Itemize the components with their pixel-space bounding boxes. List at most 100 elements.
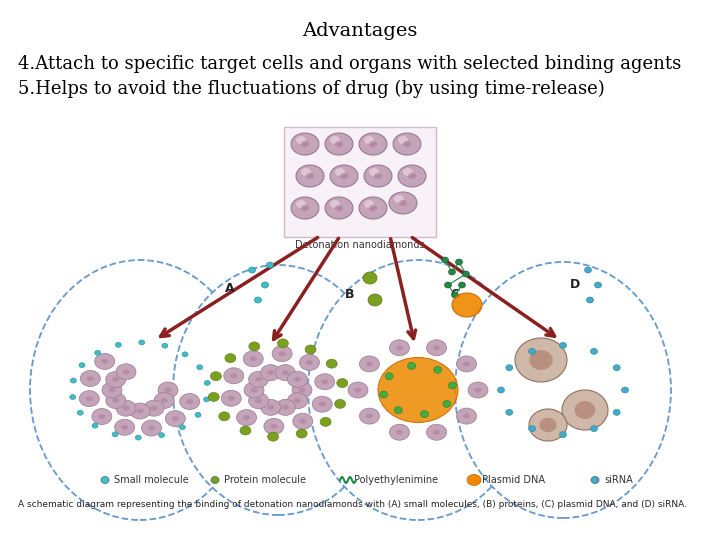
Ellipse shape — [420, 410, 428, 417]
Ellipse shape — [287, 372, 307, 387]
Ellipse shape — [180, 394, 199, 409]
Ellipse shape — [86, 396, 93, 401]
Ellipse shape — [243, 351, 264, 367]
Ellipse shape — [378, 357, 458, 422]
Ellipse shape — [369, 168, 379, 176]
Ellipse shape — [115, 342, 122, 347]
Ellipse shape — [308, 260, 528, 520]
Ellipse shape — [449, 382, 456, 389]
Ellipse shape — [224, 368, 244, 384]
Ellipse shape — [158, 433, 165, 437]
Ellipse shape — [112, 432, 118, 437]
Ellipse shape — [150, 406, 158, 411]
Ellipse shape — [142, 420, 161, 436]
Ellipse shape — [94, 350, 101, 355]
Ellipse shape — [122, 369, 130, 374]
Ellipse shape — [296, 136, 306, 144]
Ellipse shape — [306, 173, 314, 179]
Ellipse shape — [148, 426, 155, 430]
Ellipse shape — [340, 173, 348, 179]
Ellipse shape — [621, 387, 629, 393]
Ellipse shape — [204, 381, 210, 386]
Text: Plasmid DNA: Plasmid DNA — [482, 475, 545, 485]
Ellipse shape — [590, 348, 598, 354]
Text: Protein molecule: Protein molecule — [224, 475, 306, 485]
Ellipse shape — [112, 377, 120, 382]
Ellipse shape — [393, 133, 421, 155]
Ellipse shape — [390, 424, 410, 440]
Ellipse shape — [79, 363, 85, 368]
Ellipse shape — [81, 370, 100, 387]
Ellipse shape — [300, 354, 320, 370]
Ellipse shape — [267, 370, 274, 375]
Ellipse shape — [449, 269, 456, 275]
Ellipse shape — [161, 398, 168, 403]
Ellipse shape — [114, 419, 135, 435]
Ellipse shape — [539, 418, 557, 432]
Ellipse shape — [474, 388, 482, 393]
Ellipse shape — [243, 415, 250, 420]
Ellipse shape — [106, 393, 126, 408]
Ellipse shape — [321, 379, 328, 384]
Ellipse shape — [271, 424, 277, 429]
Ellipse shape — [363, 272, 377, 284]
Text: D: D — [570, 279, 580, 292]
Ellipse shape — [312, 396, 332, 412]
Ellipse shape — [102, 382, 122, 398]
Ellipse shape — [267, 405, 274, 410]
Ellipse shape — [268, 432, 279, 441]
Ellipse shape — [92, 408, 112, 424]
Ellipse shape — [559, 342, 567, 348]
Ellipse shape — [529, 409, 567, 441]
Ellipse shape — [250, 356, 257, 361]
Ellipse shape — [528, 426, 536, 431]
Ellipse shape — [272, 346, 292, 362]
Ellipse shape — [296, 200, 306, 208]
Text: A schematic diagram representing the binding of detonation nanodiamonds with (A): A schematic diagram representing the bin… — [18, 500, 687, 509]
Ellipse shape — [240, 426, 251, 435]
Ellipse shape — [369, 141, 377, 147]
Ellipse shape — [116, 400, 136, 416]
Ellipse shape — [433, 430, 440, 435]
Ellipse shape — [266, 262, 274, 268]
Ellipse shape — [390, 340, 410, 356]
Text: B: B — [346, 288, 355, 301]
Ellipse shape — [254, 297, 261, 303]
Ellipse shape — [498, 387, 505, 393]
Ellipse shape — [296, 429, 307, 438]
Ellipse shape — [374, 173, 382, 179]
Ellipse shape — [335, 400, 346, 408]
Ellipse shape — [506, 409, 513, 415]
Ellipse shape — [301, 141, 309, 147]
Ellipse shape — [348, 382, 368, 398]
Ellipse shape — [99, 414, 105, 419]
Ellipse shape — [186, 399, 193, 404]
Ellipse shape — [369, 205, 377, 211]
Ellipse shape — [426, 424, 446, 440]
Ellipse shape — [277, 339, 289, 348]
Ellipse shape — [585, 267, 592, 273]
Ellipse shape — [255, 377, 262, 382]
Ellipse shape — [276, 364, 295, 381]
Ellipse shape — [444, 282, 451, 288]
Ellipse shape — [221, 390, 241, 406]
Ellipse shape — [122, 406, 130, 411]
Ellipse shape — [228, 396, 235, 401]
Ellipse shape — [261, 282, 269, 288]
Ellipse shape — [433, 366, 442, 373]
Ellipse shape — [335, 141, 343, 147]
Ellipse shape — [364, 200, 374, 208]
Ellipse shape — [426, 340, 446, 356]
Ellipse shape — [591, 476, 599, 483]
Ellipse shape — [164, 388, 171, 393]
Ellipse shape — [368, 294, 382, 306]
Ellipse shape — [166, 410, 185, 427]
Ellipse shape — [587, 297, 593, 303]
Ellipse shape — [379, 391, 387, 398]
Ellipse shape — [443, 400, 451, 407]
Ellipse shape — [396, 345, 403, 350]
Ellipse shape — [248, 393, 269, 409]
Ellipse shape — [463, 414, 470, 418]
Ellipse shape — [456, 408, 477, 424]
Ellipse shape — [305, 345, 316, 354]
